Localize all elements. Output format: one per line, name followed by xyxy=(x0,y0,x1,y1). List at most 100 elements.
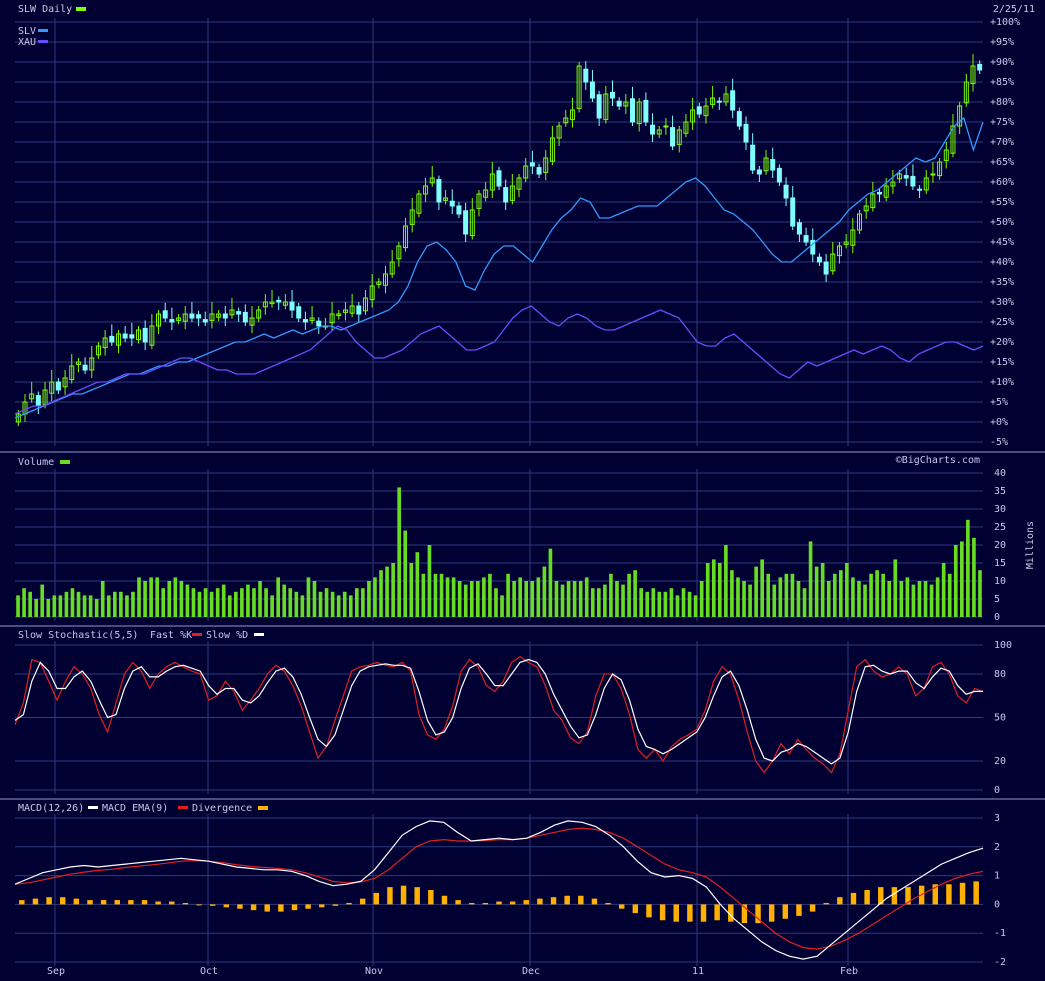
divergence-bar xyxy=(182,902,189,905)
price-candle xyxy=(69,365,75,381)
price-candle xyxy=(750,144,756,171)
price-candle xyxy=(790,197,796,227)
price-candle xyxy=(296,306,302,319)
divergence-bar xyxy=(278,904,284,912)
volume-tick-label: 10 xyxy=(994,576,1006,587)
divergence-bar xyxy=(646,904,652,918)
divergence-bar xyxy=(400,885,407,905)
volume-bar xyxy=(820,563,825,617)
divergence-bar xyxy=(768,904,775,922)
price-legend-xau: XAU xyxy=(18,37,36,48)
volume-tick-label: 40 xyxy=(994,468,1006,479)
stochastic-tick-label: 80 xyxy=(994,669,1006,680)
price-candle xyxy=(423,185,429,195)
volume-bar xyxy=(645,591,650,617)
macd-legend-ema: MACD EMA(9) xyxy=(102,803,168,814)
price-candle xyxy=(870,193,876,209)
x-tick-label: Sep xyxy=(47,966,65,977)
price-candle xyxy=(349,305,355,314)
divergence-bar xyxy=(728,904,734,922)
volume-bar xyxy=(439,573,444,617)
price-candle xyxy=(262,301,268,308)
divergence-bar xyxy=(223,904,230,908)
volume-bar xyxy=(657,591,662,617)
divergence-bar xyxy=(523,900,529,905)
price-candle xyxy=(409,209,415,225)
price-candle xyxy=(182,313,188,322)
divergence-bar xyxy=(823,902,829,905)
volume-bar xyxy=(693,595,698,617)
price-candle xyxy=(763,157,769,172)
divergence-bar xyxy=(959,882,966,905)
price-tick-label: +65% xyxy=(990,157,1014,168)
divergence-bar xyxy=(32,898,39,905)
volume-bar xyxy=(161,588,166,617)
divergence-bar xyxy=(905,887,911,905)
volume-bar xyxy=(391,563,395,617)
price-candle xyxy=(416,193,422,214)
volume-bar xyxy=(814,566,819,617)
volume-bar xyxy=(288,588,293,617)
volume-bar xyxy=(730,570,734,617)
volume-bar xyxy=(494,588,498,617)
price-candle xyxy=(836,245,842,257)
divergence-bar xyxy=(891,887,898,905)
macd-legend-swatch xyxy=(88,806,98,809)
price-candle xyxy=(957,105,963,127)
price-candle xyxy=(716,100,722,103)
volume-bar xyxy=(851,577,855,617)
divergence-bar xyxy=(700,904,707,922)
price-candle xyxy=(102,337,108,349)
price-candle xyxy=(823,261,829,275)
volume-bar xyxy=(361,588,365,617)
price-tick-label: +55% xyxy=(990,197,1014,208)
volume-bar xyxy=(548,548,553,617)
price-tick-label: +60% xyxy=(990,177,1014,188)
divergence-bar xyxy=(714,904,720,921)
price-candle xyxy=(456,205,462,215)
volume-bar xyxy=(609,573,613,617)
volume-bar xyxy=(978,570,982,617)
price-candle xyxy=(302,319,308,323)
volume-tick-label: 20 xyxy=(994,540,1006,551)
volume-bar xyxy=(935,577,940,617)
volume-bar xyxy=(766,573,771,617)
price-candle xyxy=(269,301,275,305)
slw-legend-swatch xyxy=(76,7,86,11)
volume-bar xyxy=(506,573,510,617)
price-candle xyxy=(316,320,322,327)
price-tick-label: +45% xyxy=(990,237,1014,248)
divergence-bar xyxy=(441,895,448,905)
volume-bar xyxy=(167,581,172,617)
price-candle xyxy=(863,205,869,212)
price-candle xyxy=(917,188,923,191)
volume-bar xyxy=(972,537,976,617)
price-candle xyxy=(683,121,689,134)
volume-legend-swatch xyxy=(60,460,70,464)
price-candle xyxy=(236,311,242,315)
volume-tick-label: 25 xyxy=(994,522,1006,533)
price-candle xyxy=(109,335,115,343)
divergence-bar xyxy=(114,900,120,905)
divergence-bar xyxy=(319,904,325,908)
macd-line xyxy=(14,820,984,960)
volume-bar xyxy=(28,591,32,617)
price-candle xyxy=(690,109,696,123)
volume-bar xyxy=(536,577,541,617)
volume-bar xyxy=(185,584,190,617)
volume-bar xyxy=(451,577,456,617)
price-candle xyxy=(576,65,582,109)
divergence-bar xyxy=(346,902,352,905)
volume-bar xyxy=(46,599,51,617)
divergence-bar xyxy=(578,895,584,905)
divergence-bar xyxy=(782,904,789,919)
volume-bar xyxy=(857,581,861,617)
price-candle xyxy=(62,377,68,388)
volume-bar xyxy=(234,591,238,617)
volume-bar xyxy=(70,588,75,617)
divergence-bar xyxy=(19,900,25,905)
volume-bar xyxy=(88,595,93,617)
price-candle xyxy=(536,167,542,175)
price-candle xyxy=(563,117,569,124)
price-candle xyxy=(222,313,228,319)
